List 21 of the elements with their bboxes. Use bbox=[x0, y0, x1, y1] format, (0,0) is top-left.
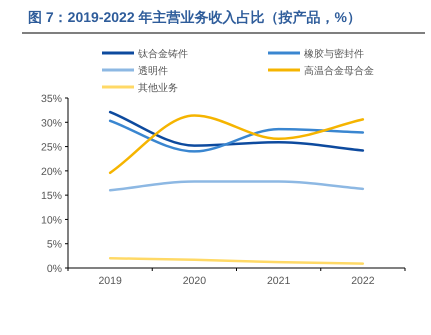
line-series bbox=[108, 110, 364, 152]
legend-label: 钛合金铸件 bbox=[137, 48, 188, 60]
y-tick-label: 0% bbox=[46, 263, 62, 275]
x-tick-label: 2022 bbox=[351, 275, 375, 287]
legend-label: 透明件 bbox=[138, 65, 168, 77]
chart-title: 图 7：2019-2022 年主营业务收入占比（按产品，%） bbox=[28, 9, 361, 25]
legend-label: 橡胶与密封件 bbox=[304, 48, 364, 60]
legend-label: 高温合金母合金 bbox=[304, 65, 374, 77]
y-tick-label: 15% bbox=[40, 190, 62, 202]
y-tick-label: 25% bbox=[40, 142, 62, 154]
legend-label: 其他业务 bbox=[138, 82, 178, 94]
y-tick-label: 20% bbox=[40, 166, 62, 178]
x-tick-label: 2020 bbox=[182, 275, 206, 287]
y-tick-label: 30% bbox=[40, 117, 62, 130]
y-tick-label: 35% bbox=[40, 93, 62, 105]
x-tick-label: 2021 bbox=[266, 275, 290, 287]
y-tick-label: 10% bbox=[40, 214, 62, 226]
line-series bbox=[108, 120, 364, 153]
y-tick-label: 5% bbox=[46, 238, 62, 251]
x-tick-label: 2019 bbox=[98, 275, 122, 287]
line-series bbox=[108, 114, 364, 174]
